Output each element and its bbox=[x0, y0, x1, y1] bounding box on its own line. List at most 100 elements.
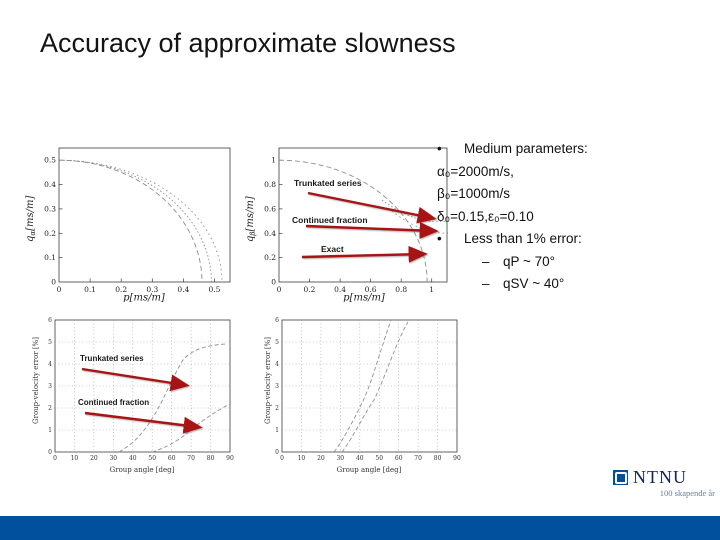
curve-truncated-tail bbox=[381, 199, 447, 223]
plot-frame bbox=[54, 319, 231, 453]
tick-label: 0.2 bbox=[44, 229, 56, 238]
tick-label: 1 bbox=[275, 427, 279, 434]
plot-qp-slowness-canvas: 0 0.1 0.2 0.3 0.4 0.5 0 0.1 0.2 0.3 0.4 … bbox=[25, 147, 231, 304]
tick-label: 3 bbox=[275, 383, 279, 390]
dash-marker: – bbox=[482, 253, 490, 269]
tick-label: 10 bbox=[298, 455, 306, 462]
y-axis-label: Group-velocity error [%] bbox=[32, 337, 40, 424]
grid-lines bbox=[55, 320, 230, 452]
tick-label: 30 bbox=[336, 455, 344, 462]
tick-label: 1 bbox=[429, 285, 434, 294]
tick-label: 0.8 bbox=[264, 180, 276, 189]
annotation-continued-fraction: Continued fraction bbox=[292, 215, 368, 225]
tick-label: 70 bbox=[187, 455, 195, 462]
tick-label: 0 bbox=[53, 455, 57, 462]
bullet-text: qSV ~ 40° bbox=[503, 276, 565, 291]
tick-label: 0.6 bbox=[264, 204, 276, 213]
tick-label: 0.2 bbox=[115, 285, 127, 294]
curve-1 bbox=[333, 319, 392, 453]
x-axis-label: p[ms/m] bbox=[343, 293, 385, 303]
tick-label: 60 bbox=[395, 455, 403, 462]
tick-label: 70 bbox=[414, 455, 422, 462]
tick-label: 0.4 bbox=[334, 285, 346, 294]
tick-label: 0 bbox=[271, 278, 276, 287]
curve-continued-tail bbox=[387, 207, 449, 234]
tick-label: 80 bbox=[434, 455, 442, 462]
tick-label: 5 bbox=[275, 339, 279, 346]
annotation-continued-fraction: Continued fraction bbox=[78, 398, 149, 407]
list-item: • Less than 1% error: bbox=[437, 228, 715, 251]
tick-label: 40 bbox=[356, 455, 364, 462]
tick-label: 0 bbox=[51, 278, 56, 287]
tick-label: 5 bbox=[48, 339, 52, 346]
tick-label: 30 bbox=[109, 455, 117, 462]
bullet-text: Medium parameters: bbox=[464, 141, 588, 156]
annotation-arrow bbox=[307, 191, 437, 224]
plot-qsv-error-canvas: 0 10 20 30 40 50 60 70 80 90 0 1 2 3 4 5… bbox=[264, 317, 461, 474]
bullet-text: β₀=1000m/s bbox=[437, 186, 511, 201]
curve-truncated bbox=[118, 343, 227, 453]
x-tick-labels: 0 0.1 0.2 0.3 0.4 0.5 bbox=[57, 285, 221, 294]
x-tick-labels: 0 10 20 30 40 50 60 70 80 90 bbox=[280, 455, 461, 462]
tick-label: 20 bbox=[90, 455, 98, 462]
page-title: Accuracy of approximate slowness bbox=[40, 28, 456, 58]
ntnu-logo-text: NTNU bbox=[633, 467, 687, 487]
plot-qp-error-canvas: 0 10 20 30 40 50 60 70 80 90 0 1 2 3 4 5… bbox=[32, 317, 234, 474]
tick-label: 0.5 bbox=[209, 285, 221, 294]
tick-label: 0.3 bbox=[44, 204, 56, 213]
plot-frame bbox=[278, 147, 448, 283]
tick-label: 6 bbox=[275, 317, 279, 324]
curve-exact bbox=[58, 159, 203, 283]
tick-label: 0.8 bbox=[395, 285, 407, 294]
ntnu-logo-row: NTNU bbox=[613, 467, 715, 488]
plot-qp-error: 0 10 20 30 40 50 60 70 80 90 0 1 2 3 4 5… bbox=[30, 312, 255, 482]
tick-label: 0 bbox=[277, 285, 282, 294]
annotation-truncated-series: Trunkated series bbox=[294, 178, 362, 188]
tick-label: 0.1 bbox=[44, 253, 56, 262]
tick-label: 1 bbox=[48, 427, 52, 434]
tick-label: 0.4 bbox=[177, 285, 189, 294]
list-item: δ₀=0.15,ε₀=0.10 bbox=[437, 206, 715, 229]
curves bbox=[333, 319, 409, 453]
tick-label: 20 bbox=[317, 455, 325, 462]
x-tick-labels: 0 0.2 0.4 0.6 0.8 1 bbox=[277, 285, 434, 294]
plot-frame bbox=[58, 147, 231, 283]
tick-label: 3 bbox=[48, 383, 52, 390]
tick-label: 4 bbox=[48, 361, 52, 368]
y-tick-labels: 0 0.1 0.2 0.3 0.4 0.5 bbox=[44, 156, 56, 287]
tick-label: 0.3 bbox=[146, 285, 158, 294]
annotation-exact: Exact bbox=[321, 244, 344, 254]
y-axis-label: Group-velocity error [%] bbox=[264, 337, 272, 424]
annotation-arrow bbox=[81, 367, 190, 392]
y-tick-labels: 0 1 2 3 4 5 6 bbox=[48, 317, 52, 456]
curve-2 bbox=[341, 321, 409, 453]
tick-label: 0 bbox=[48, 449, 52, 456]
annotation-arrow bbox=[84, 411, 203, 434]
tick-label: 2 bbox=[275, 405, 279, 412]
dash-marker: – bbox=[482, 276, 490, 291]
plot-qp-slowness: 0 0.1 0.2 0.3 0.4 0.5 0 0.1 0.2 0.3 0.4 … bbox=[22, 142, 237, 304]
tick-label: 40 bbox=[129, 455, 137, 462]
ntnu-logo: NTNU 100 skapende år bbox=[613, 467, 715, 498]
tick-label: 0 bbox=[280, 455, 284, 462]
tick-label: 0.4 bbox=[44, 180, 56, 189]
bullet-marker: • bbox=[437, 231, 442, 246]
tick-label: 0.4 bbox=[264, 229, 276, 238]
ntnu-logo-icon bbox=[613, 470, 628, 485]
ntnu-emblem-icon bbox=[614, 471, 627, 484]
annotation-truncated-series: Trunkated series bbox=[80, 354, 144, 363]
tick-label: 4 bbox=[275, 361, 279, 368]
x-axis-label: Group angle [deg] bbox=[110, 466, 175, 474]
tick-label: 0.1 bbox=[84, 285, 96, 294]
tick-label: 90 bbox=[453, 455, 461, 462]
tick-label: 50 bbox=[375, 455, 383, 462]
y-axis-label: qα[ms/m] bbox=[25, 195, 37, 242]
annotation-arrow bbox=[305, 222, 439, 239]
tick-label: 2 bbox=[48, 405, 52, 412]
bullet-marker: • bbox=[437, 141, 442, 156]
tick-label: 0.2 bbox=[264, 253, 276, 262]
ntnu-logo-subtext: 100 skapende år bbox=[659, 488, 715, 498]
tick-label: 0.2 bbox=[304, 285, 316, 294]
plot-qsv-error: 0 10 20 30 40 50 60 70 80 90 0 1 2 3 4 5… bbox=[262, 312, 467, 482]
bullet-text: Less than 1% error: bbox=[464, 231, 582, 246]
